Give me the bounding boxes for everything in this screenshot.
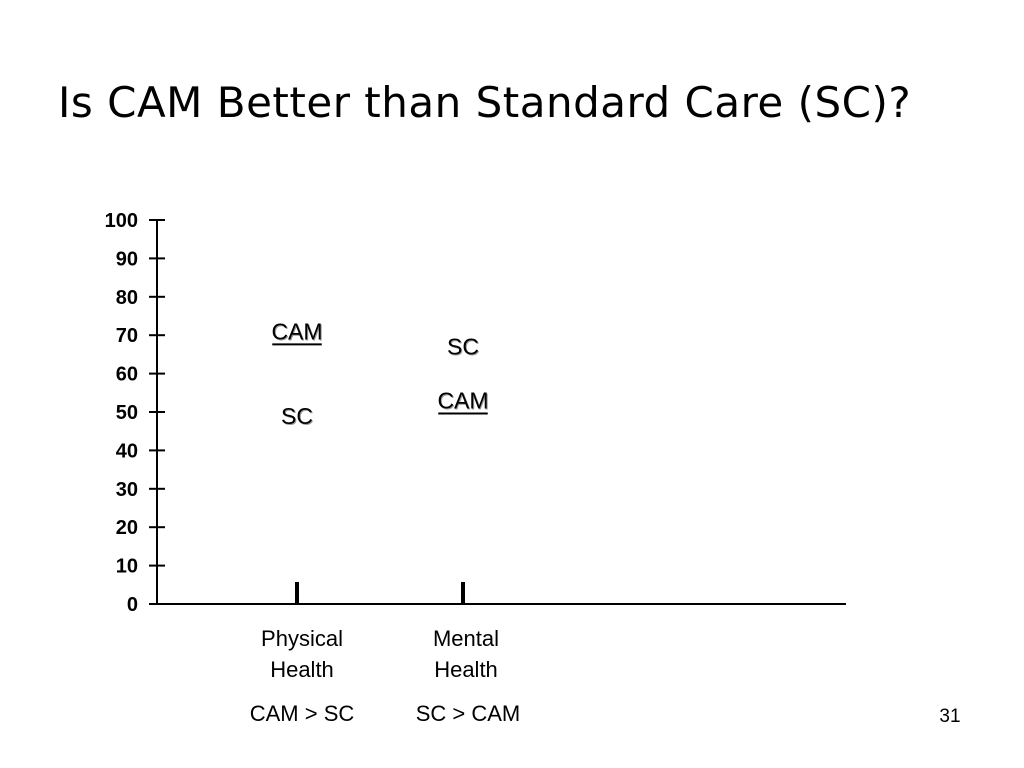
y-tick-label: 20 [116, 517, 138, 539]
y-tick-label: 70 [116, 325, 138, 347]
category-label: Mental Health [396, 623, 536, 685]
data-point-label: SC [281, 403, 313, 429]
y-tick-label: 50 [116, 402, 138, 424]
category-label-line: Physical [261, 626, 343, 651]
data-point: SC [281, 403, 313, 429]
comparison-label: CAM > SC [249, 701, 355, 726]
y-tick-label: 90 [116, 248, 138, 270]
x-axis [157, 582, 846, 605]
y-axis: 0 10 20 30 40 50 60 70 80 90 100 [105, 210, 165, 616]
data-point: SC [447, 334, 479, 360]
data-point-label: CAM [437, 387, 488, 413]
data-point-label: SC [447, 334, 479, 360]
data-point: CAM [271, 318, 323, 346]
category-label-line: Mental [432, 626, 500, 651]
y-tick-label: 10 [116, 556, 138, 578]
comparison-label: SC > CAM [415, 701, 521, 726]
y-tick-label: 80 [116, 287, 138, 309]
category-label: Physical Health [232, 623, 372, 685]
data-points: CAM SC SC CAM [271, 318, 488, 428]
y-tick-label: 0 [127, 594, 138, 616]
category-label-line: Health [270, 657, 334, 682]
category-label-line: Health [434, 657, 498, 682]
y-tick-label: 60 [116, 364, 138, 386]
slide-number: 31 [939, 706, 961, 727]
y-tick-label: 100 [105, 210, 138, 232]
y-tick-label: 30 [116, 479, 138, 501]
data-point-label: CAM [271, 318, 322, 344]
slide-title: Is CAM Better than Standard Care (SC)? [58, 78, 912, 127]
data-point: CAM [437, 387, 489, 415]
y-tick-label: 40 [116, 440, 138, 462]
